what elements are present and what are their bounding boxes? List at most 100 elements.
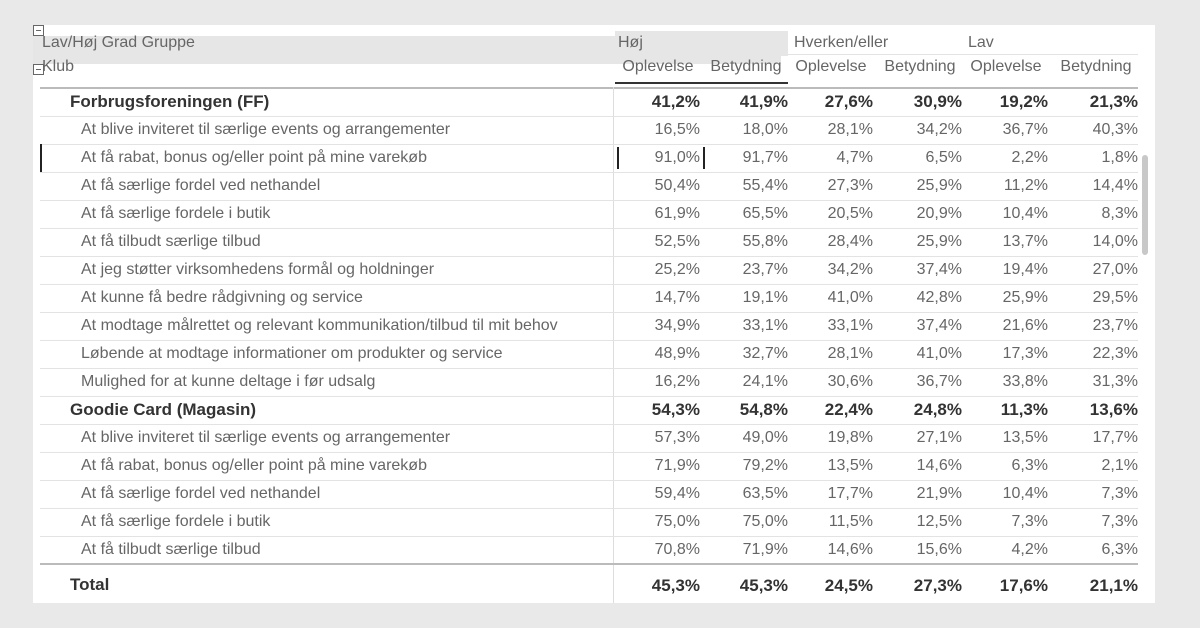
- col-divider: [613, 87, 614, 603]
- column-header[interactable]: Betydning: [710, 58, 782, 75]
- cell-value: 71,9%: [742, 541, 788, 558]
- group-name: Forbrugsforeningen (FF): [70, 92, 270, 111]
- row-label[interactable]: Løbende at modtage informationer om prod…: [81, 345, 503, 362]
- row-label[interactable]: At få særlige fordel ved nethandel: [81, 485, 321, 502]
- cell-value: 13,7%: [1002, 233, 1048, 250]
- cell-value: 17,7%: [827, 485, 873, 502]
- cell-value: 63,5%: [742, 485, 788, 502]
- column-header[interactable]: Oplevelse: [622, 58, 694, 75]
- cell-value: 14,6%: [827, 541, 873, 558]
- cell-value: 29,5%: [1092, 289, 1138, 306]
- cell-value: 19,8%: [827, 429, 873, 446]
- row-line: [40, 144, 1138, 145]
- row-label[interactable]: At kunne få bedre rådgivning og service: [81, 289, 363, 306]
- total-label: Total: [70, 575, 110, 594]
- cell-value: 65,5%: [742, 205, 788, 222]
- cell-value: 23,7%: [742, 261, 788, 278]
- cell-value: 24,1%: [742, 373, 788, 390]
- row-line: [40, 424, 1138, 425]
- cell-value: 36,7%: [916, 373, 962, 390]
- cell-value: 75,0%: [654, 513, 700, 530]
- row-label[interactable]: At få rabat, bonus og/eller point på min…: [81, 457, 427, 474]
- cell-value: 12,5%: [916, 513, 962, 530]
- cell-value: 4,2%: [1011, 541, 1048, 558]
- row-label[interactable]: Mulighed for at kunne deltage i før udsa…: [81, 373, 376, 390]
- cell-value: 34,2%: [827, 261, 873, 278]
- cell-value: 11,5%: [828, 513, 873, 530]
- group-value: 30,9%: [913, 92, 962, 111]
- cell-value: 19,4%: [1002, 261, 1048, 278]
- row-line: [40, 340, 1138, 341]
- group-value: 11,3%: [1000, 400, 1048, 419]
- cell-value: 7,3%: [1101, 513, 1138, 530]
- row-marker: [40, 144, 42, 172]
- row-label[interactable]: At jeg støtter virksomhedens formål og h…: [81, 261, 435, 278]
- group-value: 19,2%: [999, 92, 1048, 111]
- cell-value: 20,9%: [916, 205, 962, 222]
- cell-value: 25,9%: [916, 233, 962, 250]
- cell-value: 10,4%: [1002, 485, 1048, 502]
- cell-value: 16,5%: [654, 121, 700, 138]
- cell-value: 61,9%: [654, 205, 700, 222]
- group-value: 45,3%: [651, 576, 700, 595]
- cell-value: 8,3%: [1101, 205, 1138, 222]
- cell-value: 13,5%: [1002, 429, 1048, 446]
- group-value: 24,5%: [824, 576, 873, 595]
- expand-icon[interactable]: [33, 64, 44, 75]
- row-line: [40, 200, 1138, 201]
- row-label[interactable]: At få særlige fordele i butik: [81, 513, 271, 530]
- cell-value: 79,2%: [742, 457, 788, 474]
- cell-value: 27,3%: [827, 177, 873, 194]
- cell-value: 21,6%: [1002, 317, 1048, 334]
- row-label[interactable]: At blive inviteret til særlige events og…: [81, 121, 451, 138]
- group-value: 54,3%: [651, 400, 700, 419]
- cell-value: 14,7%: [654, 289, 700, 306]
- cell-value: 7,3%: [1011, 513, 1048, 530]
- cell-value: 36,7%: [1002, 121, 1048, 138]
- cell-value: 23,7%: [1092, 317, 1138, 334]
- cell-value: 7,3%: [1101, 485, 1138, 502]
- cell-value: 52,5%: [654, 233, 700, 250]
- cell-value: 13,5%: [827, 457, 873, 474]
- row-label[interactable]: At blive inviteret til særlige events og…: [81, 429, 451, 446]
- row-line: [40, 172, 1138, 173]
- cell-value: 6,3%: [1101, 541, 1138, 558]
- cell-value: 59,4%: [654, 485, 700, 502]
- row-line: [40, 312, 1138, 313]
- group-value: 41,2%: [651, 92, 700, 111]
- column-header[interactable]: Oplevelse: [795, 58, 867, 75]
- cell-value: 14,6%: [916, 457, 962, 474]
- column-header[interactable]: Betydning: [884, 58, 956, 75]
- cell-value: 33,1%: [827, 317, 873, 334]
- cell-value: 49,0%: [742, 429, 788, 446]
- cell-value: 14,0%: [1092, 233, 1138, 250]
- matrix: Lav/Høj Grad Gruppe Klub Høj Hverken/eller L…: [33, 25, 1155, 603]
- group-value: 24,8%: [913, 400, 962, 419]
- row-line: [40, 368, 1138, 369]
- column-header[interactable]: Oplevelse: [970, 58, 1042, 75]
- hoj-header-bg: [615, 31, 788, 56]
- row-label[interactable]: At få rabat, bonus og/eller point på min…: [81, 149, 427, 166]
- cell-value: 75,0%: [742, 513, 788, 530]
- cell-value: 27,1%: [916, 429, 962, 446]
- row-label[interactable]: At modtage målrettet og relevant kommuni…: [81, 317, 558, 334]
- row-label[interactable]: At få tilbudt særlige tilbud: [81, 541, 261, 558]
- cell-value: 10,4%: [1002, 205, 1048, 222]
- expand-icon[interactable]: [33, 25, 44, 36]
- cell-value: 91,7%: [742, 149, 788, 166]
- cell-value: 11,2%: [1003, 177, 1048, 194]
- column-header[interactable]: Betydning: [1060, 58, 1132, 75]
- group-value: 41,9%: [739, 92, 788, 111]
- row-label[interactable]: At få særlige fordel ved nethandel: [81, 177, 321, 194]
- row-label[interactable]: At få særlige fordele i butik: [81, 205, 271, 222]
- group-value: 45,3%: [739, 576, 788, 595]
- row-line: [40, 480, 1138, 481]
- cell-value: 18,0%: [742, 121, 788, 138]
- cell-value: 41,0%: [827, 289, 873, 306]
- cell-value: 25,9%: [916, 177, 962, 194]
- total-band: [33, 75, 1155, 113]
- cell-value: 28,1%: [827, 121, 873, 138]
- cell-value: 6,3%: [1011, 457, 1048, 474]
- row-label[interactable]: At få tilbudt særlige tilbud: [81, 233, 261, 250]
- row-line: [40, 256, 1138, 257]
